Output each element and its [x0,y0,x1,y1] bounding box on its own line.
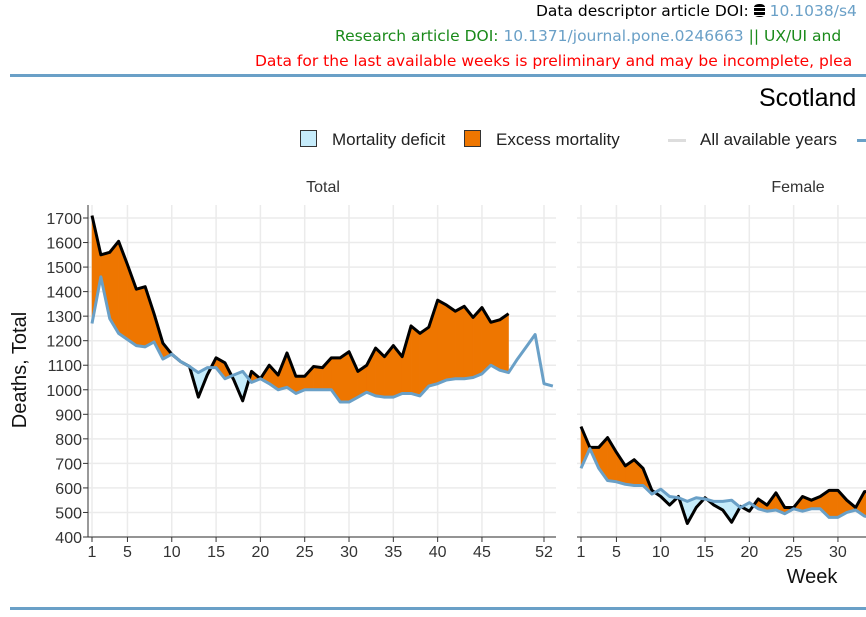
y-tick-label: 1600 [46,236,82,253]
legend-all-years-line [668,139,686,142]
legend-excess-swatch [464,130,481,147]
x-tick-label: 15 [207,544,225,561]
x-tick-label: 45 [473,544,491,561]
legend-excess-label: Excess mortality [496,130,620,149]
y-tick-label: 900 [55,407,82,424]
x-tick-label: 30 [829,544,847,561]
research-article-doi-link[interactable]: 10.1371/journal.pone.0246663 [503,27,744,45]
excess-area [136,286,146,348]
excess-area [410,325,421,397]
x-tick-label: 20 [251,544,269,561]
y-tick-label: 800 [55,432,82,449]
y-tick-label: 1200 [46,334,82,351]
research-article-line: Research article DOI: 10.1371/journal.po… [335,27,841,45]
y-tick-label: 1500 [46,260,82,277]
x-tick-label: 5 [612,544,621,561]
excess-area [446,304,456,381]
x-tick-label: 25 [296,544,314,561]
legend-baseline-line [857,139,866,142]
x-tick-label: 5 [123,544,132,561]
excess-area [455,305,465,379]
legend-deficit-label: Mortality deficit [332,130,446,149]
x-tick-label: 40 [429,544,447,561]
panel-label-female: Female [771,179,824,196]
baseline-line [90,275,554,404]
observed-deaths-line [579,425,866,526]
x-tick-label: 20 [740,544,758,561]
research-article-label: Research article DOI: [335,27,499,45]
y-tick-label: 1000 [46,383,82,400]
x-tick-label: 35 [384,544,402,561]
data-descriptor-line: Data descriptor article DOI: 10.1038/s4 [536,2,857,20]
bottom-divider [10,607,866,610]
y-axis-label: Deaths, Total [9,312,31,428]
x-tick-label: 1 [577,544,586,561]
y-tick-label: 400 [55,530,82,547]
y-tick-label: 500 [55,505,82,522]
database-icon [753,4,765,17]
observed-deaths-line [90,215,510,403]
excess-area [490,319,500,371]
baseline-line [579,447,866,519]
y-tick-label: 700 [55,456,82,473]
excess-area [828,490,839,518]
x-axis-label: Week [787,566,839,588]
excess-area [499,313,509,373]
panel-label-total: Total [306,179,340,196]
excess-area [313,366,323,391]
research-article-suffix: || UX/UI and [743,27,842,45]
data-descriptor-doi-link[interactable]: 10.1038/s4 [769,2,857,20]
x-tick-label: 10 [163,544,181,561]
x-tick-label: 52 [535,544,553,561]
top-divider [10,74,866,77]
chart-title: Scotland [759,84,857,112]
y-tick-label: 1300 [46,309,82,326]
y-tick-label: 600 [55,481,82,498]
y-tick-label: 1700 [46,211,82,228]
x-tick-label: 30 [340,544,358,561]
data-descriptor-label: Data descriptor article DOI: [536,2,749,20]
excess-area [437,299,447,385]
y-tick-label: 1400 [46,285,82,302]
x-tick-label: 25 [785,544,803,561]
x-tick-label: 15 [696,544,714,561]
x-tick-label: 1 [88,544,97,561]
legend-deficit-swatch [300,130,317,147]
y-tick-label: 1100 [48,358,83,375]
x-tick-label: 10 [652,544,670,561]
excess-area [339,351,350,403]
legend-all-years-label: All available years [700,130,838,149]
preliminary-data-warning: Data for the last available weeks is pre… [255,52,853,70]
